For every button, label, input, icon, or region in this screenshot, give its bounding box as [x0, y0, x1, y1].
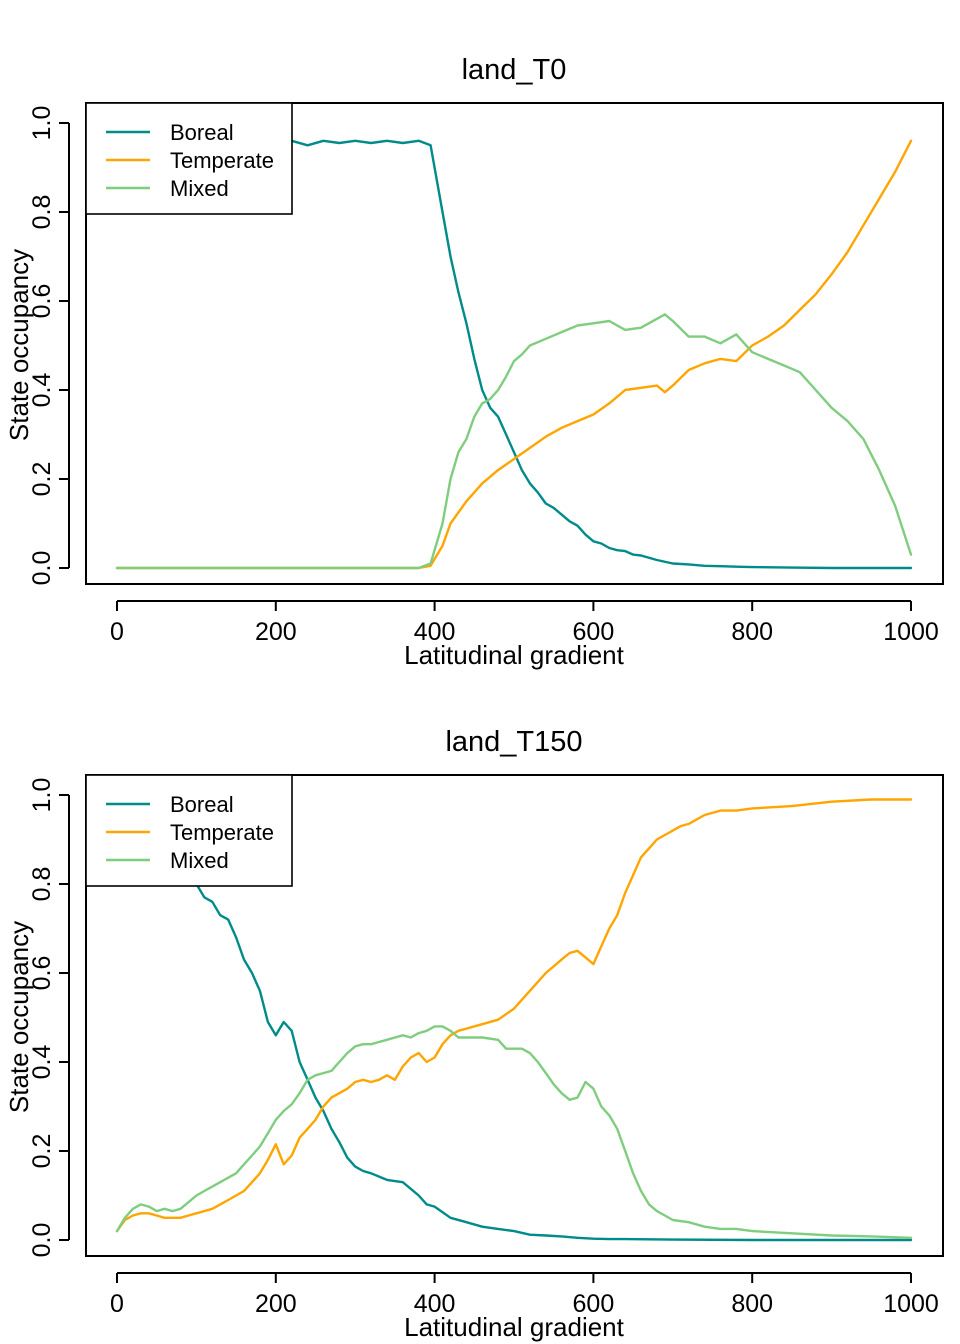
- x-tick-label: 0: [110, 1290, 124, 1318]
- y-tick-label: 0.6: [28, 284, 56, 319]
- legend-label: Mixed: [170, 176, 229, 201]
- y-tick-label: 0.2: [28, 462, 56, 497]
- chart-panel-land-t0: land_T0 Latitudinal gradient State occup…: [4, 54, 944, 670]
- y-tick-label: 0.0: [28, 551, 56, 586]
- x-tick-label: 600: [573, 1290, 615, 1318]
- y-tick-label: 1.0: [28, 778, 56, 813]
- plot-frame: [85, 774, 944, 1257]
- x-tick-label: 800: [731, 1290, 773, 1318]
- chart-title: land_T0: [462, 54, 567, 86]
- series-line-boreal: [115, 139, 913, 570]
- series-line-mixed: [115, 313, 913, 570]
- legend-label: Temperate: [170, 148, 274, 173]
- y-tick-label: 0.2: [28, 1134, 56, 1169]
- y-tick-label: 0.6: [28, 956, 56, 991]
- x-tick-label: 200: [255, 618, 297, 646]
- series-line-temperate: [115, 139, 913, 570]
- legend-box: [85, 774, 293, 887]
- x-axis-label: Latitudinal gradient: [404, 1312, 624, 1342]
- legend: Boreal Temperate Mixed: [85, 774, 293, 887]
- x-axis-label: Latitudinal gradient: [404, 640, 624, 670]
- x-tick-label: 400: [414, 618, 456, 646]
- y-tick-label: 0.4: [28, 1045, 56, 1080]
- x-tick-label: 1000: [883, 618, 939, 646]
- y-axis-label: State occupancy: [4, 921, 34, 1113]
- series-line-boreal: [115, 798, 913, 1242]
- plot-frame: [85, 102, 944, 585]
- x-tick-label: 800: [731, 618, 773, 646]
- series-line-mixed: [115, 1025, 913, 1239]
- legend-label: Boreal: [170, 120, 234, 145]
- x-tick-label: 0: [110, 618, 124, 646]
- series-line-temperate: [115, 798, 913, 1233]
- legend-label: Mixed: [170, 848, 229, 873]
- x-tick-label: 600: [573, 618, 615, 646]
- x-tick-label: 400: [414, 1290, 456, 1318]
- y-tick-label: 0.8: [28, 195, 56, 230]
- y-tick-label: 1.0: [28, 106, 56, 141]
- y-tick-label: 0.0: [28, 1223, 56, 1258]
- legend-label: Boreal: [170, 792, 234, 817]
- legend-box: [85, 102, 293, 215]
- y-axis-label: State occupancy: [4, 249, 34, 441]
- x-tick-label: 1000: [883, 1290, 939, 1318]
- y-tick-label: 0.4: [28, 373, 56, 408]
- chart-panel-land-t150: land_T150 Latitudinal gradient State occ…: [4, 726, 944, 1342]
- chart-title: land_T150: [445, 726, 582, 758]
- y-tick-label: 0.8: [28, 867, 56, 902]
- legend-label: Temperate: [170, 820, 274, 845]
- legend: Boreal Temperate Mixed: [85, 102, 293, 215]
- x-tick-label: 200: [255, 1290, 297, 1318]
